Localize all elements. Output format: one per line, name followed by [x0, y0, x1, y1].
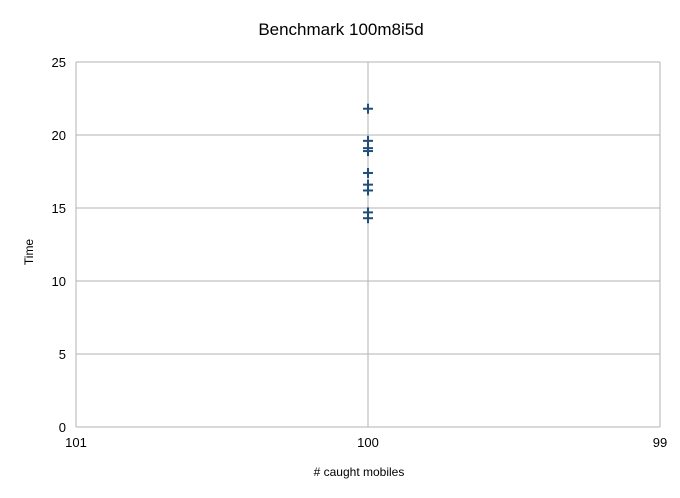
data-point: [363, 213, 373, 224]
tick-labels: 0 5 10 15 20 25 101 100 99: [52, 55, 668, 450]
data-point: [363, 185, 373, 196]
y-tick-label: 25: [52, 55, 66, 70]
data-points: [363, 103, 373, 224]
y-tick-label: 15: [52, 201, 66, 216]
x-tick-label: 99: [653, 435, 667, 450]
y-axis-label: Time: [22, 239, 36, 266]
chart-title: Benchmark 100m8i5d: [258, 20, 423, 39]
data-point: [363, 167, 373, 178]
x-axis-label: # caught mobiles: [314, 465, 405, 479]
x-tick-label: 101: [65, 435, 87, 450]
y-tick-label: 10: [52, 274, 66, 289]
data-point: [363, 103, 373, 114]
y-tick-label: 20: [52, 128, 66, 143]
x-tick-label: 100: [357, 435, 379, 450]
y-tick-label: 5: [59, 347, 66, 362]
data-point: [363, 146, 373, 157]
y-tick-label: 0: [59, 420, 66, 435]
grid: [75, 61, 661, 428]
